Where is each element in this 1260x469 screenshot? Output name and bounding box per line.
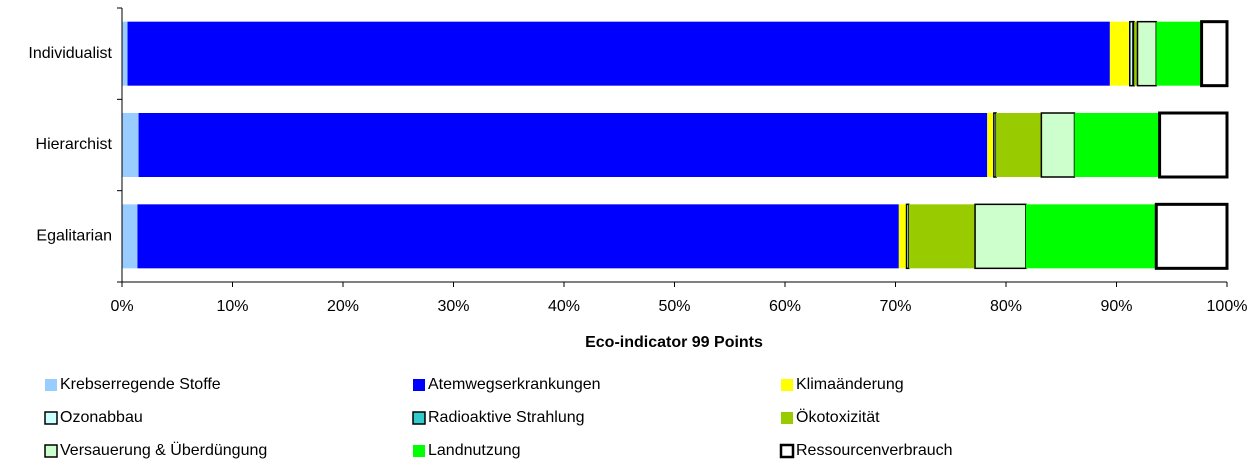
legend-label: Krebserregende Stoffe [60,376,221,393]
bar-segment [122,113,139,177]
legend-label: Atemwegserkrankungen [428,376,601,393]
bar-segment [122,204,138,269]
legend-label: Klimaänderung [796,376,904,393]
legend-swatch [44,444,58,458]
x-tick-label: 80% [990,298,1022,315]
x-tick-label: 60% [769,298,801,315]
bar-segment [1136,20,1158,87]
x-tick-label: 30% [437,298,469,315]
bar-segment [993,112,997,178]
x-tick-label: 90% [1100,298,1132,315]
legend-swatch [44,411,58,425]
x-tick-label: 100% [1207,298,1248,315]
bar-segment [122,21,128,86]
bar-segment [905,203,910,270]
bar-segment [1074,113,1160,177]
bar-segment [908,204,976,269]
legend-label: Ökotoxizität [796,408,880,426]
legend-swatch [45,379,57,391]
bar-segment [1154,202,1229,270]
y-tick-label: Hierarchist [36,136,113,153]
bar-segment [987,113,994,177]
legend-swatch [779,443,795,459]
legend-label: Versauerung & Überdüngung [60,441,267,459]
x-tick-label: 50% [658,298,690,315]
bar-segment [137,204,899,269]
bar-segment [1134,21,1138,86]
bar-segment [1132,20,1135,87]
bar-segment [1200,20,1229,88]
legend-swatch [781,379,793,391]
legend-swatch [413,379,425,391]
bar-segment [996,113,1042,177]
x-tick-label: 40% [548,298,580,315]
bar-segment [1040,112,1076,178]
x-tick-label: 70% [879,298,911,315]
bar-segment [1025,204,1157,269]
bar-segment [1158,111,1229,179]
x-axis-title: Eco-indicator 99 Points [585,334,763,351]
legend-swatch [781,412,793,424]
bar-segment [127,21,1110,86]
legend-swatch [413,445,425,457]
x-tick-label: 10% [216,298,248,315]
legend-label: Radioaktive Strahlung [428,409,585,426]
y-tick-label: Individualist [28,45,112,62]
x-tick-label: 20% [327,298,359,315]
legend-label: Landnutzung [428,442,521,459]
x-tick-label: 0% [110,298,133,315]
y-tick-label: Egalitarian [36,228,112,245]
legend-swatch [412,411,426,425]
legend-label: Ressourcenverbrauch [796,442,953,459]
bar-segment [138,113,988,177]
legend-label: Ozonabbau [60,409,143,426]
bar-segment [1109,21,1130,86]
bar-segment [898,204,907,269]
bar-segment [974,203,1027,270]
bar-segment [1156,21,1202,86]
